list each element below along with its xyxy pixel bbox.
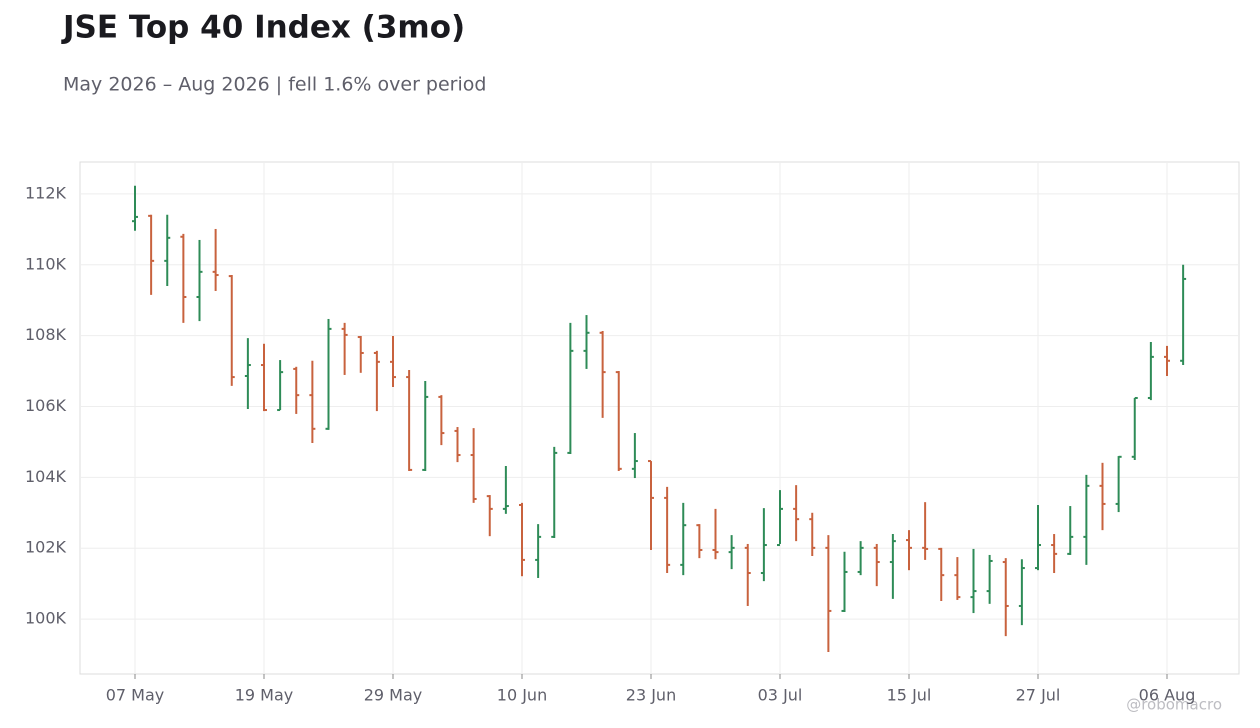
y-tick-label: 110K xyxy=(25,254,67,273)
x-tick-label: 10 Jun xyxy=(497,686,547,705)
x-tick-label: 07 May xyxy=(106,686,165,705)
y-tick-label: 108K xyxy=(25,325,67,344)
x-tick-label: 23 Jun xyxy=(626,686,676,705)
chart-subtitle: May 2026 – Aug 2026 | fell 1.6% over per… xyxy=(63,74,486,96)
y-tick-label: 112K xyxy=(25,183,67,202)
x-tick-label: 29 May xyxy=(364,686,423,705)
x-tick-label: 27 Jul xyxy=(1016,686,1061,705)
x-tick-label: 03 Jul xyxy=(758,686,803,705)
y-tick-label: 106K xyxy=(25,396,67,415)
plot-frame xyxy=(79,161,1240,675)
watermark: @robomacro xyxy=(1126,696,1222,714)
y-tick-label: 104K xyxy=(25,467,67,486)
y-tick-label: 100K xyxy=(25,609,67,628)
x-tick-label: 06 Aug xyxy=(1139,686,1196,705)
x-tick-label: 15 Jul xyxy=(887,686,932,705)
y-tick-label: 102K xyxy=(25,538,67,557)
chart-title: JSE Top 40 Index (3mo) xyxy=(61,10,465,46)
x-tick-label: 19 May xyxy=(235,686,294,705)
